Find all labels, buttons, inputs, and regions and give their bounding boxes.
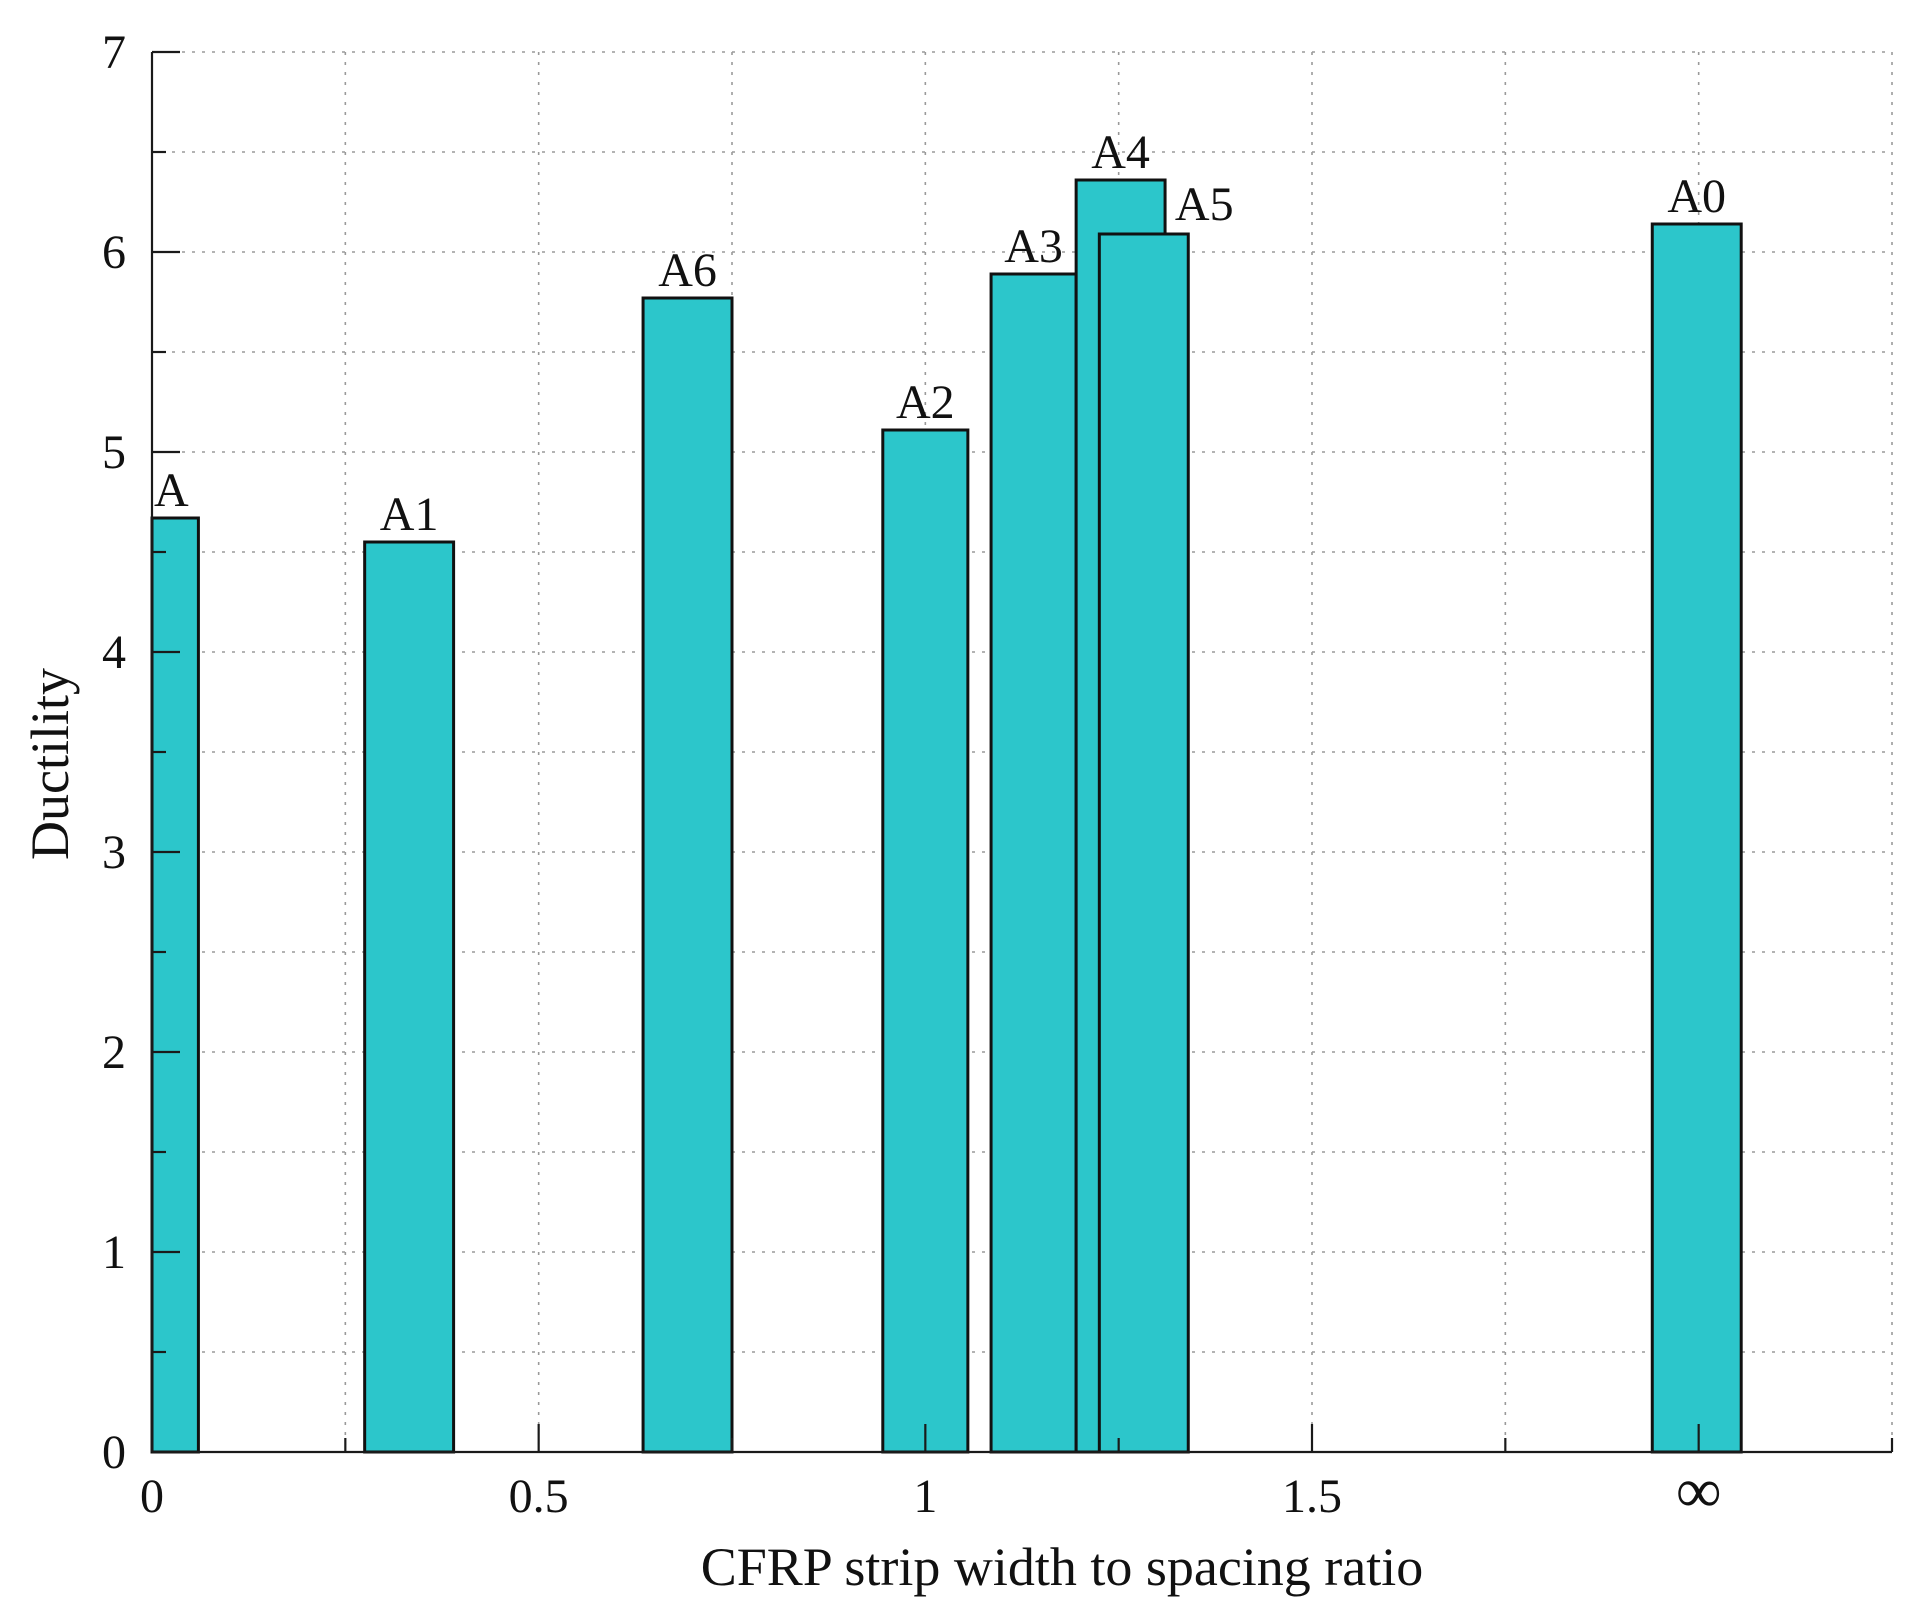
bar-a6 (641, 296, 734, 1454)
bars (150, 178, 1743, 1454)
axes (150, 50, 1894, 1454)
x-tick-label: 1.5 (1282, 1470, 1342, 1523)
bar-label-a6: A6 (658, 244, 717, 297)
y-tick-label: 7 (102, 26, 126, 79)
bar-a (150, 516, 200, 1454)
x-tick-label: ∞ (1676, 1455, 1722, 1526)
bar-a1 (363, 540, 456, 1454)
bar-a0 (1650, 222, 1743, 1454)
bar-a2 (881, 428, 970, 1454)
y-tick-label: 5 (102, 426, 126, 479)
bar-a5 (1097, 232, 1190, 1454)
x-tick-label: 1 (913, 1470, 937, 1523)
y-axis-title: Ductility (20, 668, 80, 860)
x-tick-label: 0 (140, 1470, 164, 1523)
y-tick-label: 2 (102, 1026, 126, 1079)
bar-label-a2: A2 (896, 376, 955, 429)
bar-label-a5: A5 (1175, 178, 1234, 231)
y-tick-label: 0 (102, 1426, 126, 1479)
bar-label-a3: A3 (1004, 220, 1063, 273)
bar-label-a1: A1 (380, 488, 439, 541)
bar-label-a: A (154, 464, 189, 517)
labels: 0 1 2 3 4 5 6 7 0 0.5 1 1.5 ∞ A A1 A6 A2 A3 A4 A5 A0 (102, 26, 1726, 1526)
y-tick-label: 1 (102, 1226, 126, 1279)
x-tick-label: 0.5 (509, 1470, 569, 1523)
y-tick-label: 4 (102, 626, 126, 679)
y-tick-label: 6 (102, 226, 126, 279)
bar-label-a4: A4 (1091, 126, 1150, 179)
y-tick-label: 3 (102, 826, 126, 879)
x-axis-title: CFRP strip width to spacing ratio (701, 1537, 1424, 1597)
bar-a3 (989, 272, 1078, 1454)
bar-label-a0: A0 (1667, 170, 1726, 223)
